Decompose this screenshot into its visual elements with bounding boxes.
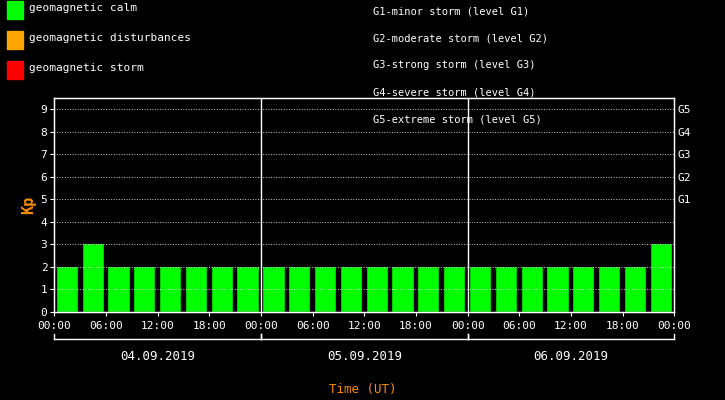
Text: 04.09.2019: 04.09.2019 bbox=[120, 350, 195, 363]
Bar bbox=[573, 267, 594, 312]
Bar bbox=[599, 267, 621, 312]
Text: G5-extreme storm (level G5): G5-extreme storm (level G5) bbox=[373, 115, 542, 125]
Bar bbox=[625, 267, 646, 312]
Bar bbox=[108, 267, 130, 312]
Bar bbox=[341, 267, 362, 312]
Text: G3-strong storm (level G3): G3-strong storm (level G3) bbox=[373, 60, 536, 70]
Text: G4-severe storm (level G4): G4-severe storm (level G4) bbox=[373, 88, 536, 98]
Bar bbox=[651, 244, 672, 312]
Bar bbox=[83, 244, 104, 312]
Bar bbox=[315, 267, 336, 312]
Text: G2-moderate storm (level G2): G2-moderate storm (level G2) bbox=[373, 33, 548, 43]
Bar bbox=[263, 267, 284, 312]
Y-axis label: Kp: Kp bbox=[22, 196, 36, 214]
Bar bbox=[547, 267, 568, 312]
Text: geomagnetic storm: geomagnetic storm bbox=[29, 63, 144, 73]
Text: 06.09.2019: 06.09.2019 bbox=[534, 350, 608, 363]
Text: geomagnetic calm: geomagnetic calm bbox=[29, 3, 137, 13]
Bar bbox=[186, 267, 207, 312]
Bar bbox=[160, 267, 181, 312]
Bar bbox=[470, 267, 491, 312]
Bar bbox=[367, 267, 388, 312]
Text: G1-minor storm (level G1): G1-minor storm (level G1) bbox=[373, 6, 530, 16]
Text: 05.09.2019: 05.09.2019 bbox=[327, 350, 402, 363]
Bar bbox=[212, 267, 233, 312]
Bar bbox=[134, 267, 155, 312]
Bar bbox=[418, 267, 439, 312]
Bar bbox=[57, 267, 78, 312]
Bar bbox=[392, 267, 414, 312]
Bar bbox=[444, 267, 465, 312]
Bar bbox=[289, 267, 310, 312]
Bar bbox=[521, 267, 543, 312]
Bar bbox=[238, 267, 259, 312]
Bar bbox=[496, 267, 517, 312]
Text: Time (UT): Time (UT) bbox=[328, 383, 397, 396]
Text: geomagnetic disturbances: geomagnetic disturbances bbox=[29, 33, 191, 43]
